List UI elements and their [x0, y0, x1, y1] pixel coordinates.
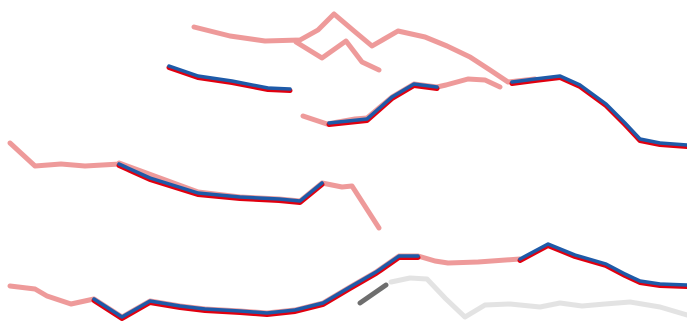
dark-gray-segment: [360, 285, 386, 303]
highlighted-trace-3: [512, 76, 687, 145]
highlighted-trace-4: [119, 164, 322, 201]
highlighted-trace-4-red-edge: [119, 166, 322, 203]
highlighted-trace-6: [520, 244, 687, 285]
highlighted-trace-6-red-edge: [520, 246, 687, 287]
highlighted-trace-5-red-edge: [94, 258, 418, 319]
faded-trace-1: [194, 14, 535, 82]
highlighted-trace-3-red-edge: [512, 78, 687, 147]
highlighted-trace-2: [329, 84, 437, 123]
highlighted-trace-1: [169, 66, 290, 89]
faded-trace-2: [296, 41, 379, 70]
faded-trace-5: [10, 256, 520, 317]
faded-trace-3: [303, 79, 500, 124]
